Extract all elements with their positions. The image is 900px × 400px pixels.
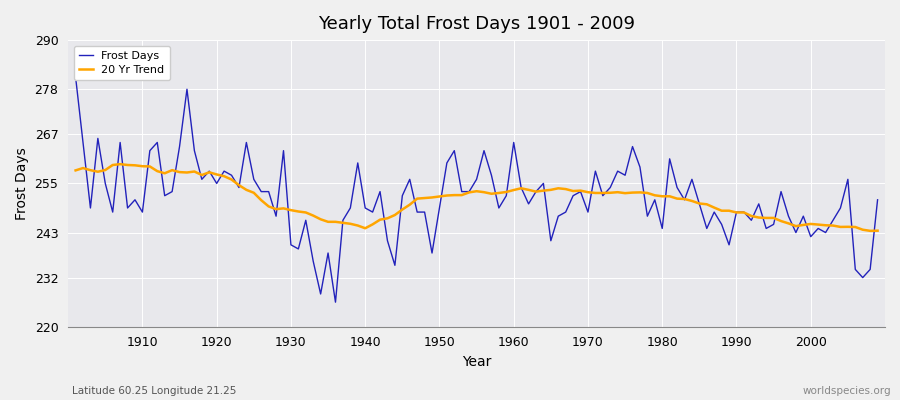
Legend: Frost Days, 20 Yr Trend: Frost Days, 20 Yr Trend: [74, 46, 170, 80]
Line: 20 Yr Trend: 20 Yr Trend: [76, 164, 878, 231]
20 Yr Trend: [508, 188, 519, 192]
Frost Days: [293, 246, 304, 251]
Frost Days: [345, 206, 356, 210]
20 Yr Trend: [516, 186, 526, 191]
Title: Yearly Total Frost Days 1901 - 2009: Yearly Total Frost Days 1901 - 2009: [318, 15, 635, 33]
20 Yr Trend: [605, 190, 616, 195]
Frost Days: [605, 185, 616, 190]
Y-axis label: Frost Days: Frost Days: [15, 147, 29, 220]
20 Yr Trend: [865, 228, 876, 233]
20 Yr Trend: [345, 221, 356, 226]
Frost Days: [508, 140, 519, 145]
Frost Days: [70, 74, 81, 79]
20 Yr Trend: [137, 164, 148, 169]
20 Yr Trend: [70, 168, 81, 173]
20 Yr Trend: [114, 162, 125, 166]
Frost Days: [130, 197, 140, 202]
20 Yr Trend: [301, 210, 311, 215]
Line: Frost Days: Frost Days: [76, 77, 878, 302]
X-axis label: Year: Year: [462, 355, 491, 369]
20 Yr Trend: [872, 228, 883, 233]
Frost Days: [872, 197, 883, 202]
Frost Days: [330, 300, 341, 304]
Text: Latitude 60.25 Longitude 21.25: Latitude 60.25 Longitude 21.25: [72, 386, 237, 396]
Frost Days: [516, 185, 526, 190]
Text: worldspecies.org: worldspecies.org: [803, 386, 891, 396]
